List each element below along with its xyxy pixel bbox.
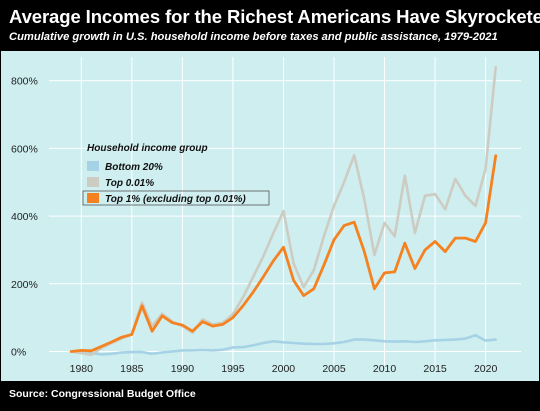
x-tick-label: 1985 (120, 363, 144, 375)
legend-swatch (87, 193, 99, 203)
x-tick-label: 2005 (322, 363, 346, 375)
footer-bar: Source: Congressional Budget Office (1, 381, 539, 410)
plot-area: 0% 200% 400% 600% 800% 1980 1985 1990 1995 2000 2… (1, 51, 539, 381)
gridlines (49, 57, 521, 365)
line-chart: 0% 200% 400% 600% 800% 1980 1985 1990 1995 2000 2… (11, 57, 521, 375)
legend-label: Top 1% (excluding top 0.01%) (105, 194, 246, 205)
legend-label: Bottom 20% (105, 162, 163, 173)
chart-subtitle: Cumulative growth in U.S. household inco… (9, 31, 498, 43)
y-axis-ticks: 0% 200% 400% 600% 800% (11, 76, 38, 359)
series-line-1 (69, 333, 497, 356)
y-tick-label: 600% (11, 143, 38, 155)
series-lines (69, 65, 498, 357)
legend-highlight-box (82, 190, 270, 206)
x-tick-label: 1990 (171, 363, 195, 375)
series-line-2 (69, 65, 497, 357)
y-tick-label: 800% (11, 76, 38, 88)
x-tick-label: 2010 (373, 363, 397, 375)
legend-title: Household income group (87, 143, 208, 154)
x-tick-label: 1995 (221, 363, 245, 375)
y-tick-label: 200% (11, 279, 38, 291)
source-note: Source: Congressional Budget Office (9, 388, 196, 400)
x-tick-label: 2000 (272, 363, 296, 375)
x-tick-label: 2015 (423, 363, 447, 375)
legend-swatch (87, 161, 99, 171)
chart-title: Average Incomes for the Richest American… (9, 6, 540, 27)
y-tick-label: 0% (11, 346, 26, 358)
x-axis-ticks: 1980 1985 1990 1995 2000 2005 2010 2015 2020 (70, 363, 498, 375)
y-tick-label: 400% (11, 211, 38, 223)
legend-label: Top 0.01% (105, 178, 154, 189)
x-tick-label: 2020 (474, 363, 498, 375)
series-line-3 (69, 154, 498, 353)
x-tick-label: 1980 (70, 363, 94, 375)
legend-swatch (87, 177, 99, 187)
title-bar: Average Incomes for the Richest American… (1, 1, 540, 51)
legend: Household income group Bottom 20% Top 0.01… (82, 143, 270, 206)
